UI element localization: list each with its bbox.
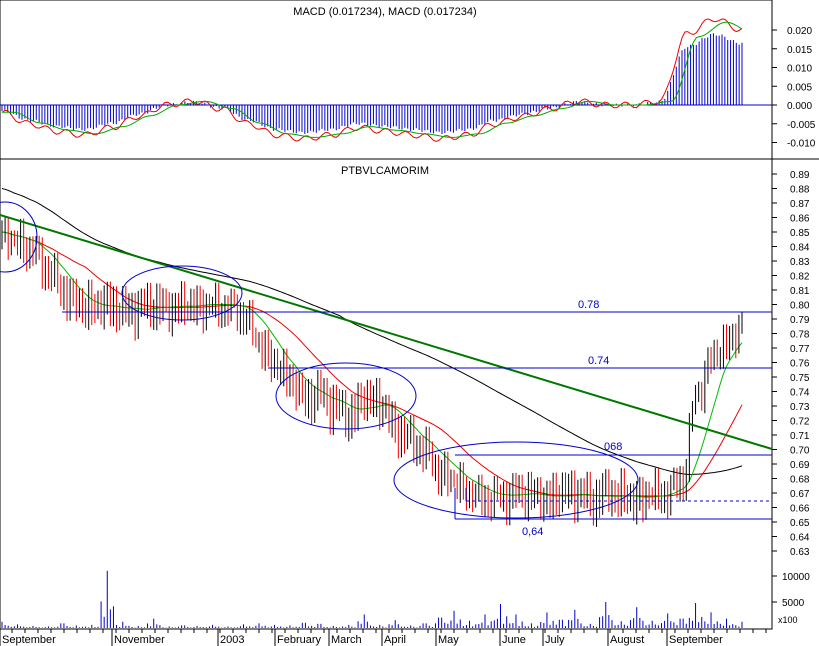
price-tick-label: 0.73 [790,402,810,413]
macd-tick-label: 0.020 [787,26,812,37]
price-tick-label: 0.72 [790,417,810,428]
price-title: PTBVLCAMORIM [341,165,429,177]
x-tick-label: June [502,634,526,646]
price-tick-label: 0.81 [790,286,810,297]
macd-line [1,18,743,143]
green-trendline [0,214,773,450]
pattern-ellipse-2 [121,265,243,321]
price-bars [1,217,743,527]
x-tick-label: September [669,634,723,646]
price-tick-label: 0.77 [790,344,810,355]
price-tick-label: 0.86 [790,214,810,225]
price-tick-label: 0.88 [790,185,810,196]
price-tick-label: 0.70 [790,446,810,457]
volume-unit-label: x100 [778,615,798,625]
price-tick-label: 0.63 [790,547,810,558]
price-tick-label: 0.76 [790,359,810,370]
price-y-axis: 0.89 0.88 0.87 0.86 0.85 0.84 0.83 0.82 0.81 0.80… [772,170,810,558]
pattern-ellipse-4 [393,441,639,519]
price-tick-label: 0.75 [790,373,810,384]
volume-tick-label: 5000 [782,598,805,609]
x-tick-label: September [2,634,56,646]
price-tick-label: 0.66 [790,504,810,515]
price-tick-label: 0.68 [790,475,810,486]
moving-average-long [1,188,743,476]
macd-tick-label: 0.000 [787,101,812,112]
price-tick-label: 0.78 [790,330,810,341]
macd-tick-label: 0.015 [787,45,812,56]
x-tick-label: March [331,634,362,646]
price-tick-label: 0.84 [790,243,810,254]
moving-average-short [1,231,743,498]
price-tick-label: 0.65 [790,518,810,529]
price-tick-label: 0.82 [790,272,810,283]
pattern-ellipse-3 [275,362,417,430]
macd-tick-label: 0.005 [787,82,812,93]
price-tick-label: 0.64 [790,533,810,544]
price-tick-label: 0.69 [790,460,810,471]
level-label-064: 0,64 [522,526,543,538]
macd-y-axis: 0.020 0.015 0.010 0.005 0.000 -0.005 -0.010 [772,26,816,150]
chart-frame [0,0,773,630]
time-x-axis: September November 2003 February March April M… [0,629,767,646]
macd-histogram [1,33,743,135]
x-tick-label: August [610,634,644,646]
macd-title: MACD (0.017234), MACD (0.017234) [293,6,476,18]
price-tick-label: 0.85 [790,228,810,239]
macd-tick-label: 0.010 [787,64,812,75]
volume-y-axis: 10000 5000 [772,572,810,609]
volume-bars [1,570,743,628]
price-tick-label: 0.87 [790,199,810,210]
level-label-078: 0.78 [578,299,599,311]
price-tick-label: 0.83 [790,257,810,268]
macd-tick-label: -0.005 [787,120,816,131]
x-tick-label: February [277,634,322,646]
price-tick-label: 0.71 [790,431,810,442]
x-tick-label: November [114,634,165,646]
x-tick-label: July [545,634,565,646]
x-tick-label: April [384,634,406,646]
level-label-068: 068 [604,441,622,453]
price-tick-label: 0.79 [790,315,810,326]
macd-tick-label: -0.010 [787,139,816,150]
volume-tick-label: 10000 [782,572,810,583]
price-tick-label: 0.80 [790,301,810,312]
price-tick-label: 0.74 [790,388,810,399]
macd-signal-line [2,21,743,138]
moving-average-mid [1,231,743,497]
price-tick-label: 0.89 [790,170,810,181]
x-tick-label: 2003 [220,634,244,646]
level-label-074: 0.74 [588,355,609,367]
x-tick-label: May [438,634,459,646]
price-tick-label: 0.67 [790,489,810,500]
pattern-ellipse-1 [0,201,38,273]
